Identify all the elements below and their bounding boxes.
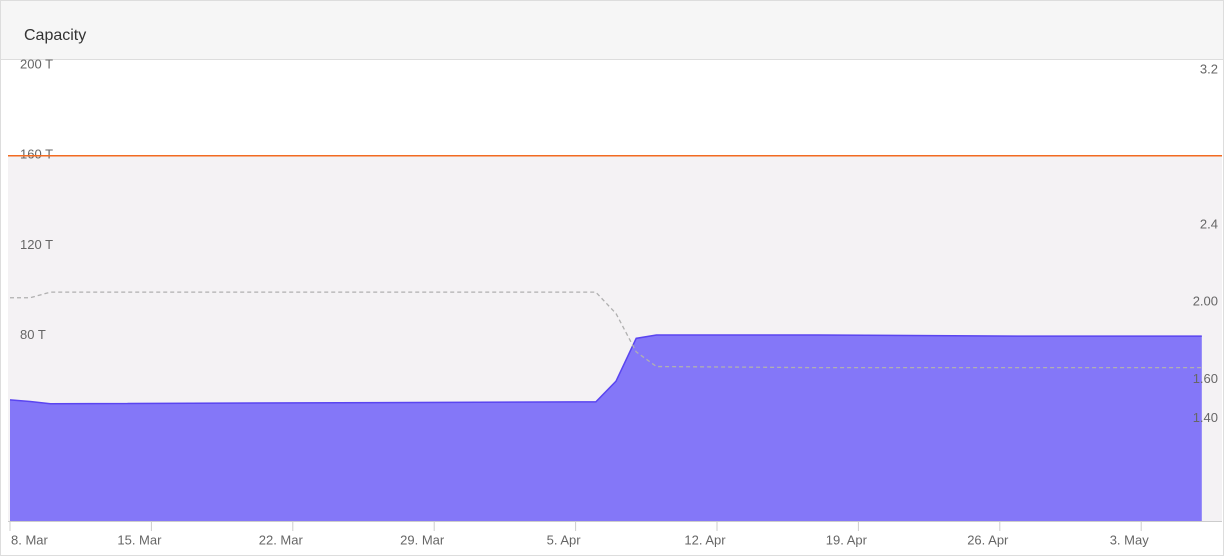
x-tick-label: 29. Mar (400, 532, 445, 547)
x-tick-label: 26. Apr (967, 532, 1009, 547)
x-tick-label: 19. Apr (826, 532, 868, 547)
y-tick-label: 160 T (20, 147, 53, 162)
panel-header (1, 1, 1223, 59)
y2-tick-label: 1.60 (1193, 371, 1218, 386)
x-tick-label: 12. Apr (684, 532, 726, 547)
y2-tick-label: 2.4 (1200, 216, 1218, 231)
x-tick-label: 15. Mar (117, 532, 162, 547)
x-tick-label: 8. Mar (11, 532, 49, 547)
y2-tick-label: 2.00 (1193, 294, 1218, 309)
x-tick-label: 3. May (1110, 532, 1150, 547)
dashed-line (10, 291, 1202, 369)
y2-tick-label: 3.2 (1200, 61, 1218, 76)
area-fill (10, 334, 1202, 521)
y-tick-label: 80 T (20, 327, 46, 342)
y2-tick-label: 1.40 (1193, 410, 1218, 425)
area-line (9, 334, 1202, 405)
chart-title: Capacity (24, 27, 86, 44)
y-tick-label: 200 T (20, 56, 53, 71)
y-tick-label: 120 T (20, 237, 53, 252)
x-tick-label: 22. Mar (259, 532, 304, 547)
x-tick-label: 5. Apr (547, 532, 582, 547)
